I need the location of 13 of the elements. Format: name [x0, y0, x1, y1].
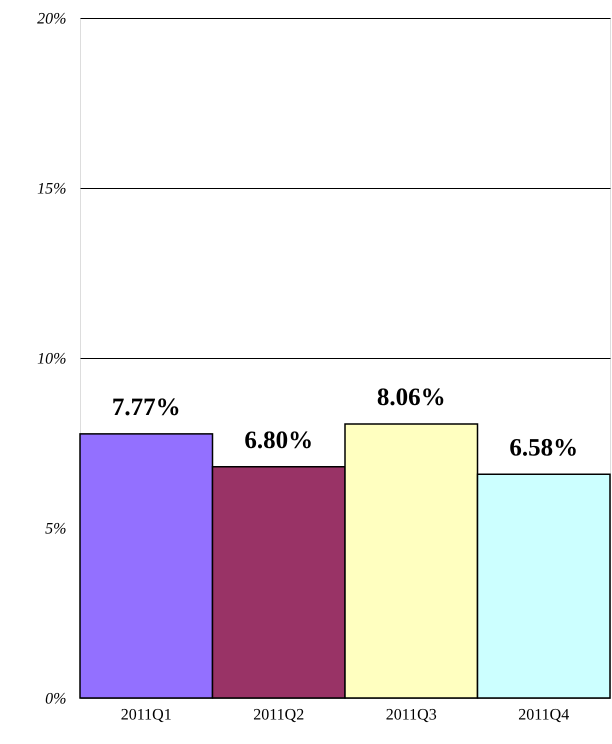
y-tick-label: 5%	[45, 520, 66, 538]
x-tick-label: 2011Q4	[518, 706, 570, 724]
x-tick-label: 2011Q2	[253, 706, 304, 724]
y-tick-label: 0%	[45, 690, 66, 708]
y-tick-label: 20%	[37, 10, 66, 28]
x-tick-label: 2011Q3	[386, 706, 437, 724]
data-label: 8.06%	[376, 384, 446, 411]
data-label: 6.80%	[244, 426, 314, 454]
data-label: 6.58%	[509, 434, 578, 462]
data-label: 7.77%	[112, 394, 181, 421]
y-tick-label: 10%	[37, 350, 66, 368]
x-tick-label: 2011Q1	[120, 706, 172, 724]
y-tick-label: 15%	[37, 180, 66, 198]
